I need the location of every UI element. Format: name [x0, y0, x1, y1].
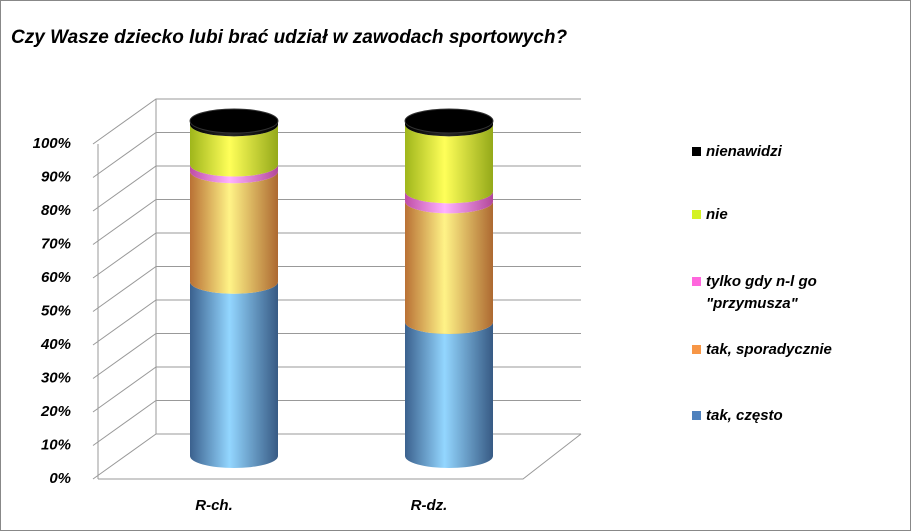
- legend-label: tak, często: [706, 407, 783, 424]
- x-tick-label: R-ch.: [195, 497, 233, 514]
- legend-item: nienawidzi: [692, 141, 876, 163]
- y-tick-label: 0%: [49, 470, 71, 487]
- floor: [98, 433, 582, 480]
- grid-line: [92, 98, 581, 145]
- grid-line: [92, 266, 581, 312]
- chart-title: Czy Wasze dziecko lubi brać udział w zaw…: [11, 27, 568, 48]
- grid-line: [92, 165, 581, 212]
- grid-line: [92, 433, 581, 480]
- grid-line: [92, 366, 581, 413]
- y-tick-label: 100%: [33, 135, 71, 152]
- y-tick-label: 20%: [40, 403, 71, 420]
- legend-label: nie: [706, 206, 728, 223]
- grid-line: [92, 299, 581, 346]
- cylinder-top: [404, 108, 494, 134]
- cylinder-top: [189, 108, 279, 134]
- y-tick-label: 30%: [41, 369, 71, 386]
- y-tick-label: 50%: [41, 302, 71, 319]
- bar-segment: [190, 171, 278, 294]
- legend-swatch: [692, 411, 701, 420]
- legend-swatch: [692, 345, 701, 354]
- legend-swatch: [692, 147, 701, 156]
- bar-segment: [405, 124, 493, 204]
- bar-segment: [405, 322, 493, 468]
- legend-item: nie: [692, 204, 876, 226]
- legend-item: tak, często: [692, 405, 876, 427]
- bar-segment: [405, 121, 493, 137]
- bar-segment: [190, 124, 278, 177]
- legend-label: tak, sporadycznie: [706, 341, 832, 358]
- y-tick-label: 90%: [41, 168, 71, 185]
- y-tick-label: 60%: [41, 269, 71, 286]
- bar-segment: [190, 164, 278, 184]
- bar-segment: [190, 281, 278, 468]
- y-tick-label: 70%: [41, 235, 71, 252]
- bar-segment: [190, 121, 278, 137]
- legend-item: tak, sporadycznie: [692, 339, 876, 361]
- x-tick-label: R-dz.: [411, 497, 448, 514]
- grid-line: [92, 232, 581, 279]
- grid-line: [92, 132, 581, 178]
- legend-label: tylko gdy n-l go "przymusza": [706, 273, 817, 312]
- legend-swatch: [692, 210, 701, 219]
- grid-line: [92, 199, 581, 245]
- back-wall: [97, 99, 157, 479]
- y-tick-label: 40%: [40, 336, 71, 353]
- grid-line: [92, 400, 581, 446]
- y-tick-label: 10%: [41, 436, 71, 453]
- bar-segment: [405, 191, 493, 214]
- legend-item: tylko gdy n-l go "przymusza": [692, 271, 856, 315]
- legend-label: nienawidzi: [706, 143, 782, 160]
- grid-line: [92, 333, 581, 379]
- bar-segment: [405, 201, 493, 334]
- y-tick-label: 80%: [41, 202, 71, 219]
- legend-swatch: [692, 277, 701, 286]
